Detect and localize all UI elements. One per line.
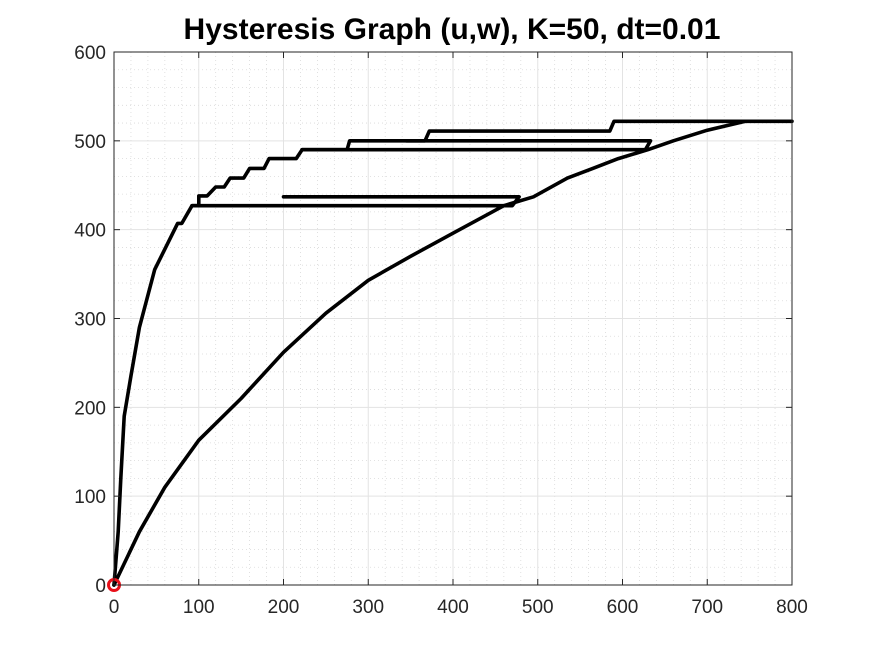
- x-tick-label: 100: [183, 597, 215, 618]
- series-line-4: [112, 119, 748, 587]
- x-tick-label: 300: [352, 597, 384, 618]
- y-tick-label: 500: [74, 132, 106, 153]
- y-tick-label: 600: [74, 43, 106, 64]
- x-tick-label: 600: [607, 597, 639, 618]
- x-tick-label: 800: [776, 597, 808, 618]
- x-tick-label: 700: [691, 597, 723, 618]
- y-tick-label: 100: [74, 487, 106, 508]
- y-tick-label: 0: [95, 576, 106, 597]
- y-tick-label: 400: [74, 221, 106, 242]
- series-layer: [112, 119, 794, 587]
- x-tick-label: 200: [268, 597, 300, 618]
- x-tick-label: 400: [437, 597, 469, 618]
- x-tick-label: 500: [522, 597, 554, 618]
- chart-title: Hysteresis Graph (u,w), K=50, dt=0.01: [184, 13, 721, 46]
- y-tick-label: 200: [74, 398, 106, 419]
- x-tick-label: 0: [109, 597, 120, 618]
- series-line-1: [112, 119, 794, 587]
- y-tick-label: 300: [74, 310, 106, 331]
- series-line-3: [300, 139, 653, 152]
- tick-layer: 0 100 200 300 400 500 600 700 800 0 100 200 300 400 50…: [74, 43, 808, 618]
